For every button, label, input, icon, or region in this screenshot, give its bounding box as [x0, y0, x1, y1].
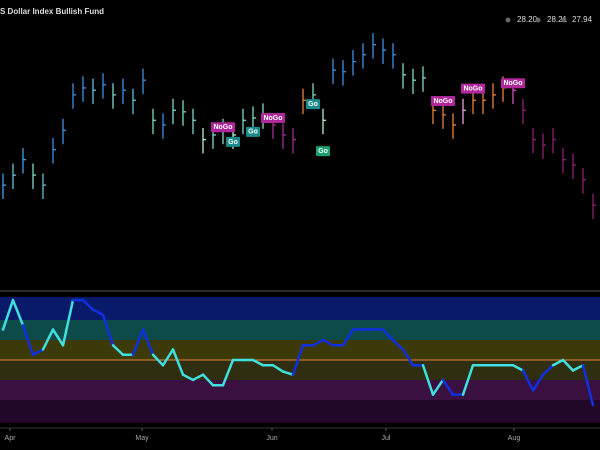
oscillator-segment: [571, 364, 585, 372]
annotation: Go: [308, 101, 318, 108]
oscillator-segment: [291, 344, 305, 376]
annotation-box: [431, 96, 455, 107]
oscillator-segment: [151, 353, 165, 367]
oscillator-segment: [141, 328, 155, 356]
x-tick-label: Aug: [508, 435, 521, 442]
annotation: Go: [248, 129, 258, 136]
annotation-box: [316, 146, 330, 157]
band: [0, 400, 600, 423]
oscillator-segment: [381, 328, 395, 342]
annotation: NoGo: [463, 86, 482, 93]
annotation-box: [261, 113, 285, 123]
annotation-box: [211, 122, 235, 133]
oscillator-segment: [281, 370, 295, 376]
icon: [505, 17, 511, 23]
oscillator-segment: [111, 344, 125, 356]
oscillator-segment: [321, 338, 335, 347]
x-tick-label: May: [135, 435, 149, 442]
annotation: Go: [318, 148, 328, 155]
oscillator-segment: [61, 298, 75, 347]
annotation-box: [306, 99, 320, 110]
oscillator-segment: [221, 358, 235, 387]
icon: [535, 17, 541, 23]
oscillator-segment: [541, 364, 555, 376]
oscillator-segment: [271, 364, 285, 373]
icon: [561, 17, 567, 23]
annotation-box: [246, 126, 260, 137]
oscillator-segment: [41, 328, 55, 351]
annotation: NoGo: [213, 124, 232, 131]
annotation-box: [461, 83, 485, 94]
band: [0, 297, 600, 320]
oscillator-segment: [391, 338, 405, 351]
oscillator-segment: [131, 328, 145, 356]
annotation-box: [501, 78, 525, 89]
oscillator-segment: [521, 369, 535, 392]
oscillator-segment: [21, 324, 35, 356]
x-tick-label: Apr: [5, 435, 17, 442]
chart-title: S Dollar Index Bullish Fund: [0, 7, 104, 16]
oscillator-segment: [311, 338, 325, 347]
oscillator-segment: [91, 308, 105, 317]
oscillator-segment: [341, 328, 355, 347]
band: [0, 320, 600, 340]
header-value: 28.20: [517, 15, 538, 24]
oscillator-segment: [181, 373, 195, 382]
oscillator-segment: [201, 373, 215, 387]
oscillator-segment: [511, 364, 525, 372]
oscillator-segment: [171, 348, 185, 376]
oscillator-segment: [441, 378, 455, 396]
annotation: NoGo: [433, 98, 452, 105]
x-tick-label: Jun: [266, 435, 277, 442]
oscillator-segment: [421, 364, 435, 396]
oscillator-segment: [531, 373, 545, 392]
oscillator-segment: [31, 348, 45, 356]
x-tick-label: Jul: [382, 435, 391, 442]
oscillator-segment: [431, 378, 445, 396]
oscillator-segment: [581, 364, 595, 407]
oscillator-segment: [1, 298, 15, 331]
oscillator-segment: [161, 348, 175, 367]
oscillator-segment: [561, 358, 575, 372]
header-value: 28.21: [547, 15, 568, 24]
annotation: NoGo: [263, 115, 282, 122]
band: [0, 380, 600, 400]
oscillator-segment: [101, 313, 115, 347]
annotation: Go: [228, 139, 238, 146]
band: [0, 360, 600, 380]
oscillator-segment: [81, 298, 95, 311]
oscillator-segment: [11, 298, 25, 327]
header-value: 27.94: [572, 15, 593, 24]
oscillator-segment: [401, 348, 415, 367]
oscillator-segment: [461, 364, 475, 396]
annotation: NoGo: [503, 80, 522, 87]
oscillator-segment: [251, 358, 265, 367]
oscillator-segment: [551, 358, 565, 367]
oscillator-segment: [51, 328, 65, 347]
oscillator-segment: [191, 373, 205, 382]
annotation-box: [226, 136, 240, 147]
